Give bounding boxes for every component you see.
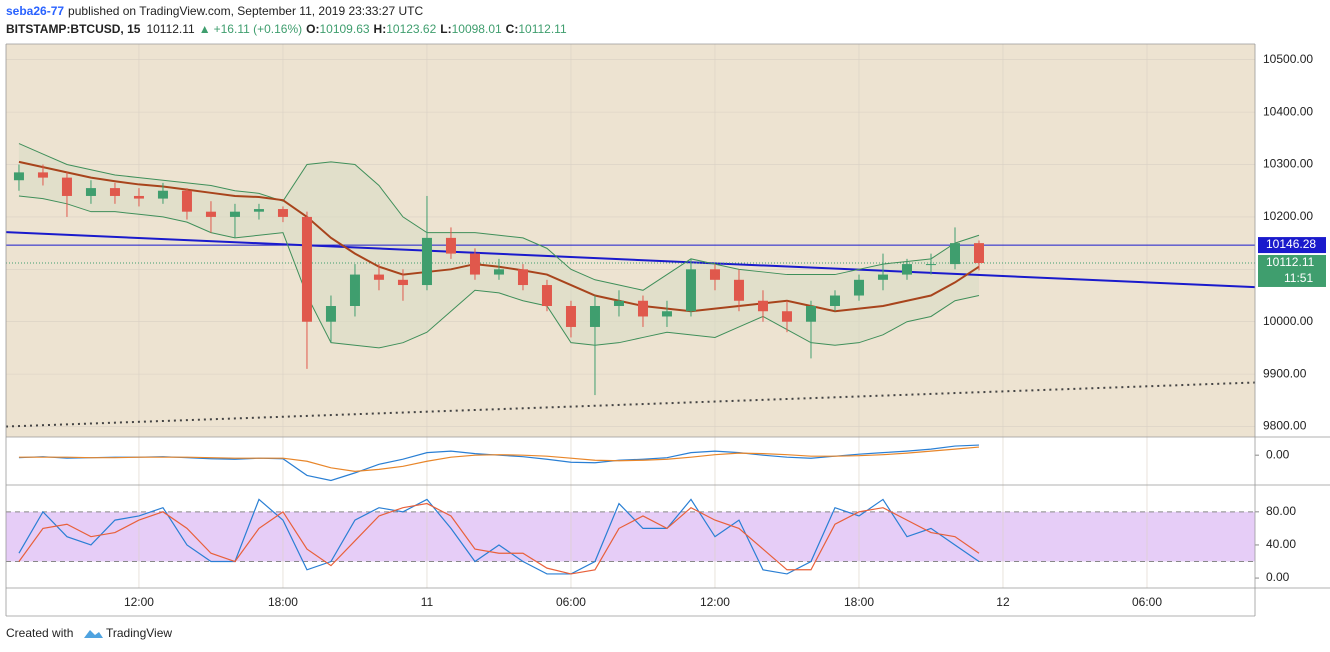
candle-body <box>925 264 936 266</box>
x-tick-label: 18:00 <box>844 595 874 609</box>
candle-body <box>325 306 336 322</box>
y-tick-label: 10500.00 <box>1263 52 1313 66</box>
x-tick-label: 06:00 <box>1132 595 1162 609</box>
y-tick-label: 10000.00 <box>1263 314 1313 328</box>
candle-body <box>133 195 144 199</box>
x-tick-label: 12:00 <box>124 595 154 609</box>
band-line <box>18 143 980 291</box>
candle-body <box>205 211 216 217</box>
candle-body <box>781 311 792 322</box>
candle-body <box>733 279 744 301</box>
candle-body <box>277 209 288 217</box>
symbol-line: BITSTAMP:BTCUSD, 15 10112.11 ▲ +16.11 (+0.1… <box>6 22 567 36</box>
ohlc-value: 10112.11 <box>518 22 567 36</box>
candle-body <box>829 295 840 306</box>
candle-body <box>469 253 480 275</box>
stoch-band <box>6 511 1255 562</box>
candle-body <box>229 211 240 217</box>
candle-body <box>565 306 576 327</box>
candle-body <box>421 237 432 286</box>
ohlc-label: L: <box>440 22 451 36</box>
author: seba26-77 <box>6 4 64 18</box>
hline-label: 10146.28 <box>1266 237 1316 251</box>
ohlc-label: H: <box>374 22 387 36</box>
candle-body <box>397 279 408 286</box>
candle-body <box>253 209 264 212</box>
candle-body <box>613 300 624 306</box>
candle-body <box>37 172 48 178</box>
footer-text: Created with <box>6 626 73 640</box>
y-tick-label: 0.00 <box>1266 447 1290 461</box>
macd-line <box>18 446 980 472</box>
trendline <box>5 381 1256 428</box>
candle-body <box>349 274 360 306</box>
ohlc-value: 10123.62 <box>386 22 436 36</box>
y-tick-label: 10400.00 <box>1263 104 1313 118</box>
x-tick-label: 18:00 <box>268 595 298 609</box>
y-tick-label: 80.00 <box>1266 504 1296 518</box>
candle-body <box>877 274 888 280</box>
candle-body <box>517 269 528 286</box>
x-tick-label: 12 <box>996 595 1010 609</box>
candle-body <box>373 274 384 280</box>
candle-body <box>901 264 912 275</box>
candle-body <box>301 216 312 322</box>
price-label-bg <box>1258 254 1326 287</box>
candle-body <box>685 269 696 312</box>
candle-body <box>493 269 504 275</box>
price-label: 10112.11 <box>1266 255 1315 269</box>
band-line <box>18 195 980 349</box>
countdown: 11:51 <box>1284 271 1313 285</box>
candle-body <box>445 237 456 254</box>
y-tick-label: 9800.00 <box>1263 419 1307 433</box>
candle-body <box>709 269 720 280</box>
x-tick-label: 06:00 <box>556 595 586 609</box>
stoch-line <box>18 502 980 575</box>
stoch-line <box>18 498 980 575</box>
ohlc-value: 10109.63 <box>319 22 369 36</box>
candle-body <box>757 300 768 312</box>
candle-body <box>805 306 816 322</box>
header-line: seba26-77 published on TradingView.com, S… <box>6 4 423 18</box>
candle-body <box>541 285 552 306</box>
candle-body <box>661 311 672 317</box>
ohlc-value: 10098.01 <box>452 22 502 36</box>
candle-body <box>949 243 960 265</box>
trendline <box>5 231 1256 289</box>
last: 10112.11 <box>146 22 195 36</box>
x-tick-label: 12:00 <box>700 595 730 609</box>
y-tick-label: 10200.00 <box>1263 209 1313 223</box>
candle-body <box>85 188 96 196</box>
change: +16.11 (+0.16%) <box>214 22 303 36</box>
y-tick-label: 0.00 <box>1266 570 1290 584</box>
candle-body <box>13 172 24 181</box>
candle-body <box>637 300 648 317</box>
symbol: BITSTAMP:BTCUSD, 15 <box>6 22 141 36</box>
candle-body <box>61 177 72 196</box>
published: published on TradingView.com, September … <box>68 4 423 18</box>
footer-brand[interactable]: TradingView <box>106 626 172 640</box>
y-tick-label: 10300.00 <box>1263 157 1313 171</box>
y-tick-label: 9900.00 <box>1263 366 1307 380</box>
hline-label-bg <box>1258 237 1326 254</box>
ohlc-label: C: <box>506 22 519 36</box>
x-tick-label: 11 <box>421 595 434 609</box>
candle-body <box>181 190 192 212</box>
y-tick-label: 40.00 <box>1266 537 1296 551</box>
ohlc-label: O: <box>306 22 319 36</box>
candle-body <box>589 306 600 327</box>
candle-body <box>157 190 168 199</box>
candle-body <box>853 279 864 296</box>
candle-body <box>973 243 984 264</box>
logo-icon <box>84 630 103 638</box>
macd-line <box>18 444 980 482</box>
candle-body <box>109 188 120 196</box>
arrow-icon: ▲ <box>199 22 211 36</box>
